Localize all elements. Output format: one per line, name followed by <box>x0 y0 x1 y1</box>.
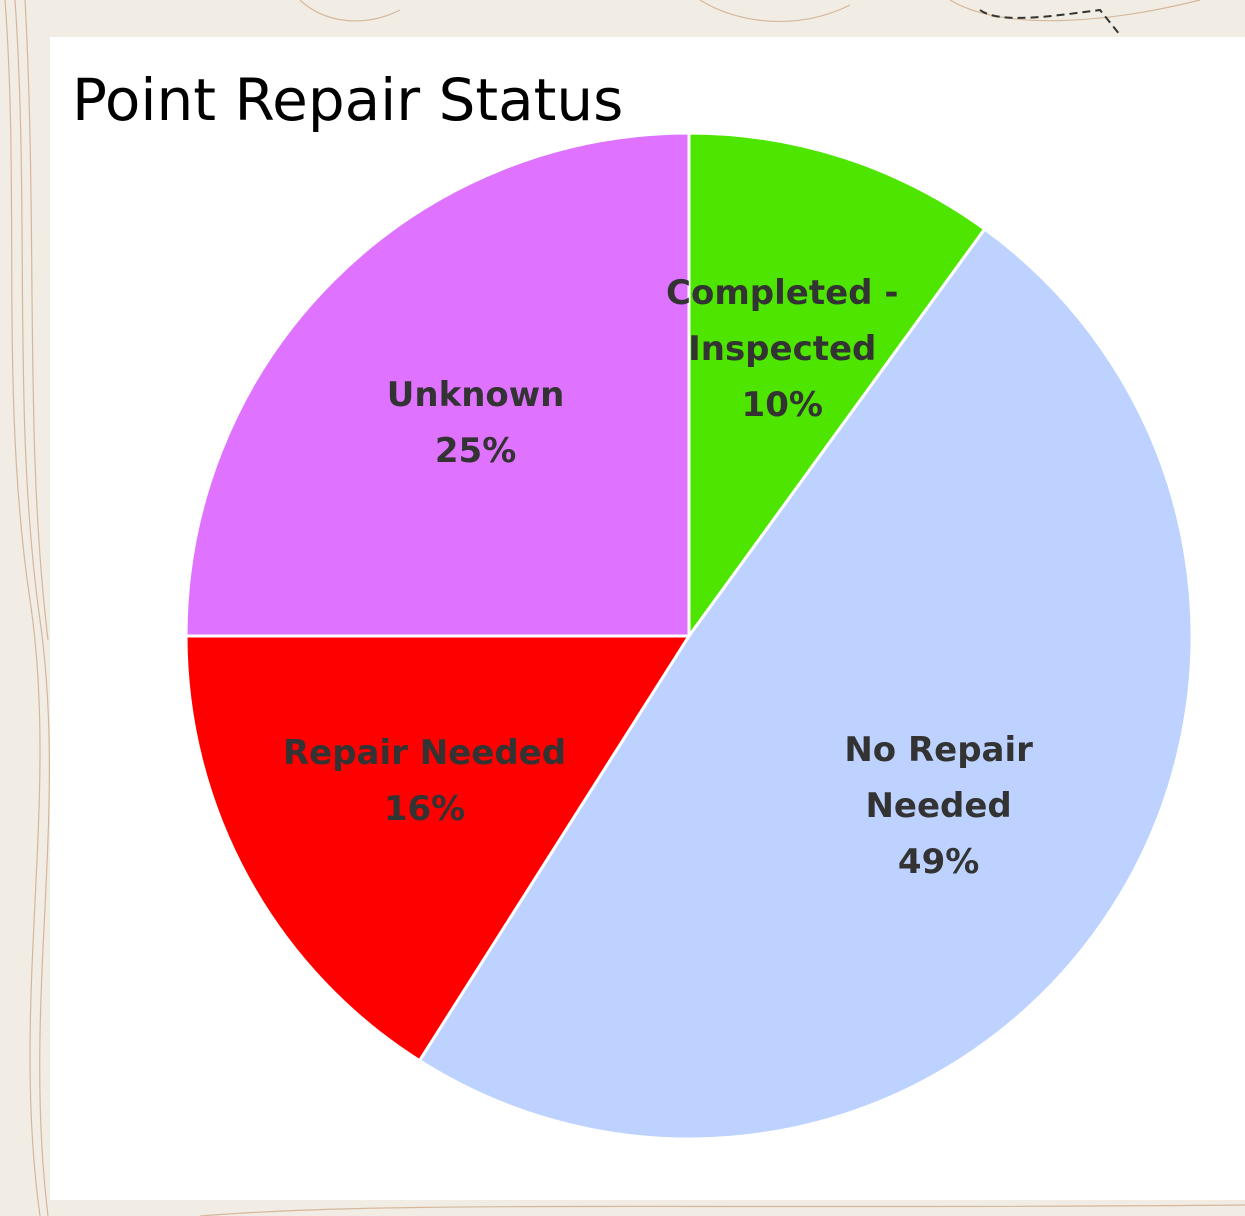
pie-chart <box>0 0 1245 1216</box>
category-label: Repair Needed <box>265 725 585 781</box>
value-label: 25% <box>346 423 606 479</box>
chart-title: Point Repair Status <box>72 66 623 134</box>
value-label: 10% <box>662 377 902 433</box>
category-label: Completed - Inspected <box>662 265 902 377</box>
category-label: No Repair Needed <box>809 722 1069 834</box>
value-label: 16% <box>265 781 585 837</box>
category-label: Unknown <box>346 367 606 423</box>
page: Point Repair Status (() => { const data … <box>0 0 1245 1216</box>
value-label: 49% <box>809 834 1069 890</box>
